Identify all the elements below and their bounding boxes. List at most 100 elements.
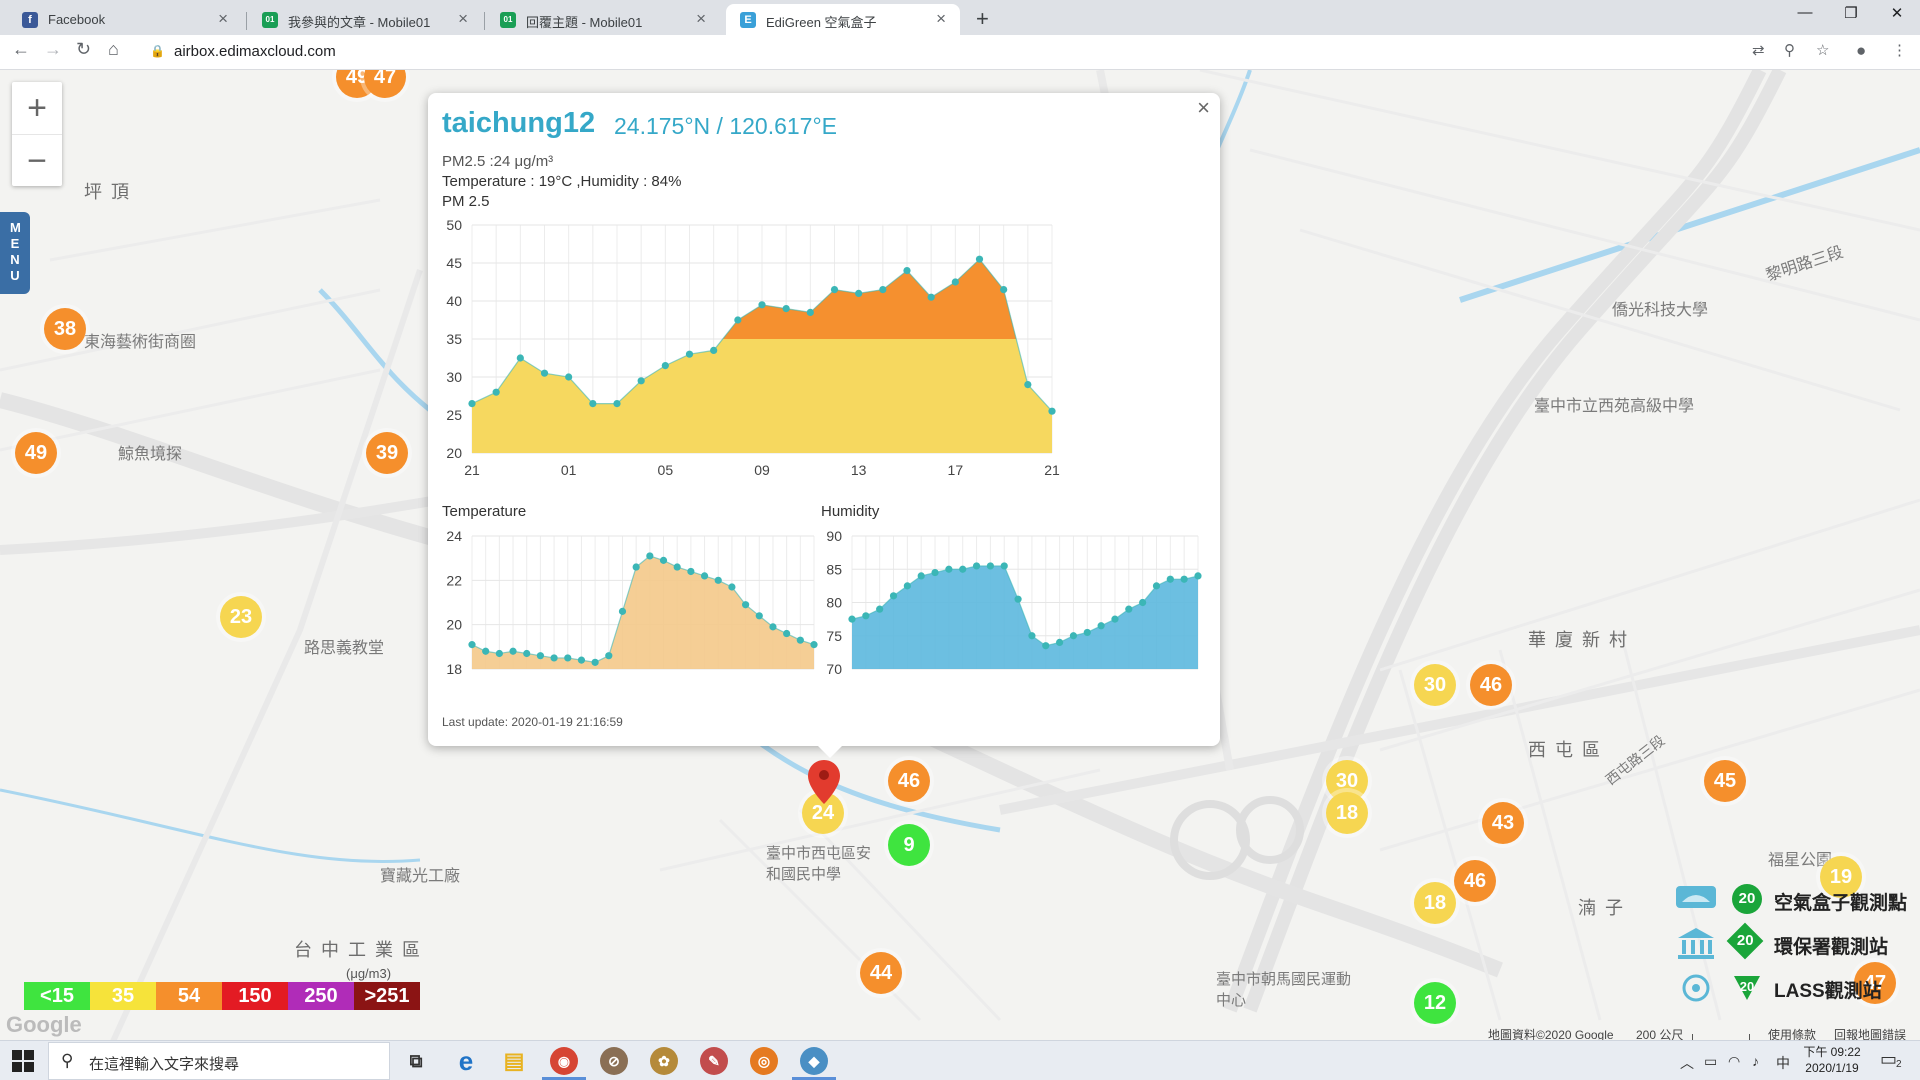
battery-icon[interactable]: ▭ [1704, 1053, 1718, 1069]
close-tab-icon[interactable]: × [696, 9, 706, 28]
close-popup-button[interactable]: × [1197, 95, 1210, 120]
data-point [700, 572, 709, 580]
pm25-marker[interactable]: 43 [1482, 802, 1524, 844]
close-window-button[interactable]: ✕ [1890, 5, 1904, 22]
profile-avatar-icon[interactable]: ● [1856, 41, 1867, 60]
volume-icon[interactable]: ♪ [1752, 1053, 1759, 1069]
new-tab-button[interactable]: + [976, 6, 989, 31]
data-point [550, 654, 558, 662]
app-icon-4[interactable]: ◆ [800, 1047, 828, 1075]
pm25-marker[interactable]: 23 [220, 596, 262, 638]
data-point [1180, 575, 1188, 583]
home-icon[interactable]: ⌂ [108, 39, 119, 59]
url-text[interactable]: airbox.edimaxcloud.com [174, 43, 336, 60]
location-pin-icon[interactable] [808, 760, 840, 804]
airbox-icon [1676, 886, 1716, 908]
pm25-reading: PM2.5 :24 μg/m³ [442, 153, 554, 170]
taskbar-search-box[interactable]: ⚲ 在這裡輸入文字來搜尋 [48, 1042, 390, 1080]
menu-button[interactable]: MENU [0, 212, 30, 294]
app-icon-3[interactable]: ✎ [700, 1047, 728, 1075]
edigreen-icon: E [740, 12, 756, 28]
minimize-button[interactable]: — [1797, 4, 1813, 21]
system-clock[interactable]: 下午 09:22 2020/1/19 [1796, 1044, 1868, 1076]
pm25-marker[interactable]: 18 [1414, 882, 1456, 924]
x-tick-label: 01 [561, 462, 577, 478]
map-place-label: 福星公園 [1768, 852, 1833, 869]
epa-badge: 20 [1726, 922, 1764, 960]
pm25-marker[interactable]: 18 [1326, 792, 1368, 834]
data-point [564, 654, 572, 662]
blender-icon[interactable]: ◎ [750, 1047, 778, 1075]
omnibox[interactable]: 🔒 airbox.edimaxcloud.com [138, 39, 1758, 66]
more-menu-icon[interactable]: ⋮ [1892, 42, 1907, 59]
pm25-marker[interactable]: 12 [1414, 982, 1456, 1024]
windows-start-icon[interactable] [12, 1050, 34, 1072]
pm25-marker[interactable]: 46 [888, 760, 930, 802]
pm25-marker[interactable]: 47 [364, 70, 406, 98]
temperature-chart-title: Temperature [442, 503, 527, 520]
data-point [646, 552, 654, 560]
data-point [783, 629, 791, 638]
data-point [589, 400, 597, 408]
pm25-marker[interactable]: 39 [366, 432, 408, 474]
file-explorer-icon[interactable]: ▤ [503, 1048, 525, 1073]
menu-label: MENU [10, 220, 21, 283]
close-tab-icon[interactable]: × [458, 9, 468, 28]
pm25-marker[interactable]: 38 [44, 308, 86, 350]
data-point [1000, 562, 1008, 570]
lock-icon[interactable]: 🔒 [150, 44, 165, 58]
pm25-marker[interactable]: 49 [15, 432, 57, 474]
forward-arrow-icon[interactable]: → [44, 39, 62, 59]
task-view-icon[interactable]: ⧉ [409, 1051, 423, 1071]
zoom-out-button[interactable]: − [12, 134, 62, 187]
tab-mobile01-reply[interactable]: 01 回覆主題 - Mobile01 × [486, 4, 720, 35]
terms-link[interactable]: 使用條款 [1768, 1028, 1817, 1040]
data-point [782, 305, 790, 313]
tab-mobile01-articles[interactable]: 01 我參與的文章 - Mobile01 × [248, 4, 482, 35]
notification-icon[interactable]: ▭ [1880, 1049, 1898, 1069]
station-name: taichung12 [442, 107, 596, 139]
pm25-marker[interactable]: 44 [860, 952, 902, 994]
reload-icon[interactable]: ↻ [76, 39, 92, 59]
data-point [889, 592, 898, 600]
y-tick-label: 30 [446, 369, 462, 385]
pm25-chart-title: PM 2.5 [442, 193, 490, 210]
legend-bin: 54 [156, 982, 222, 1010]
chrome-icon[interactable]: ◉ [550, 1047, 578, 1075]
data-point [734, 316, 742, 324]
zoom-control: + − [12, 82, 62, 186]
tab-edigreen[interactable]: E EdiGreen 空氣盒子 × [726, 4, 960, 35]
bookmark-star-icon[interactable]: ☆ [1816, 42, 1830, 59]
back-arrow-icon[interactable]: ← [12, 39, 30, 59]
tab-facebook[interactable]: f Facebook × [8, 4, 242, 35]
ime-indicator[interactable]: 中 [1776, 1055, 1790, 1071]
close-tab-icon[interactable]: × [218, 9, 228, 28]
zoom-icon[interactable]: ⚲ [1784, 42, 1795, 59]
edge-icon[interactable]: e [458, 1046, 474, 1076]
data-point [951, 278, 959, 286]
app-icon-1[interactable]: ⊘ [600, 1047, 628, 1075]
tray-chevron-icon[interactable]: ︿ [1680, 1055, 1694, 1071]
translate-icon[interactable]: ⇄ [1752, 42, 1765, 59]
data-point [1125, 605, 1133, 613]
y-tick-label: 85 [826, 561, 842, 577]
pm25-marker[interactable]: 45 [1704, 760, 1746, 802]
pm25-marker[interactable]: 30 [1414, 664, 1456, 706]
pm25-marker[interactable]: 46 [1470, 664, 1512, 706]
wifi-icon[interactable]: ◠ [1728, 1053, 1741, 1069]
pm25-marker[interactable]: 46 [1454, 860, 1496, 902]
government-building-icon [1678, 928, 1714, 959]
station-coordinates: 24.175°N / 120.617°E [614, 113, 838, 139]
maximize-button[interactable]: ❐ [1844, 5, 1858, 22]
humidity-chart-title: Humidity [821, 503, 880, 520]
pm25-marker[interactable]: 47 [1854, 962, 1896, 1004]
zoom-in-button[interactable]: + [27, 89, 47, 127]
legend-unit: (μg/m3) [346, 966, 392, 981]
app-icon-2[interactable]: ✿ [650, 1047, 678, 1075]
report-map-error-link[interactable]: 回報地圖錯誤 [1834, 1028, 1907, 1040]
map-place-label: 臺中市西屯區安和國民中學 [766, 845, 872, 883]
data-point [605, 652, 613, 660]
close-tab-icon[interactable]: × [936, 9, 946, 28]
pm25-marker[interactable]: 9 [888, 824, 930, 866]
pm25-marker[interactable]: 19 [1820, 856, 1862, 898]
